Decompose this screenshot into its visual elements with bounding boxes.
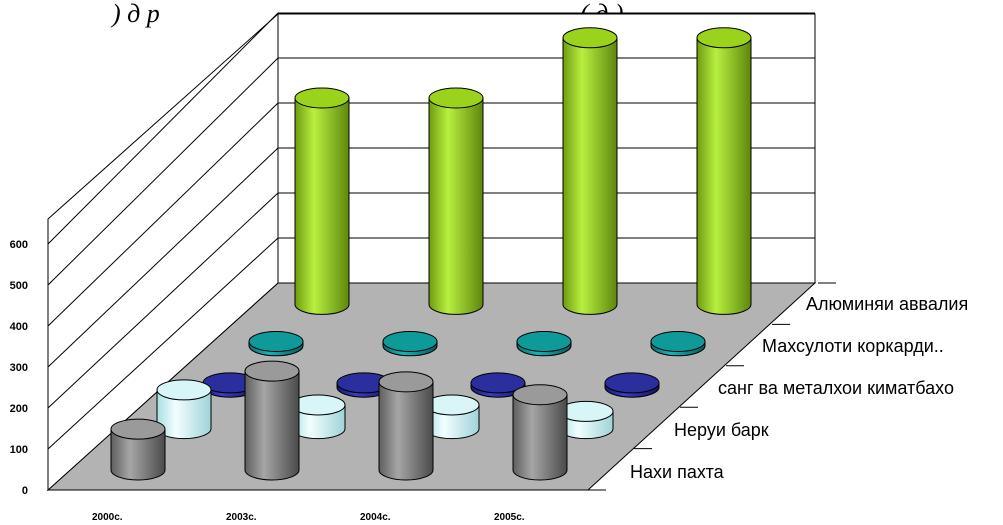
cylinder-bar	[248, 331, 304, 357]
cylinder-bar	[428, 87, 484, 315]
cylinder-bar	[244, 360, 300, 481]
cylinder-bar	[558, 400, 614, 440]
cylinder-top	[470, 372, 526, 394]
cylinder-top	[156, 379, 212, 401]
cylinder-bar	[156, 379, 212, 440]
cylinder-top	[562, 27, 618, 49]
x-tick-label: 2005с.	[494, 512, 525, 523]
cylinder-bar	[336, 372, 392, 398]
cylinder-body	[378, 381, 434, 481]
cylinder-bar	[382, 331, 438, 357]
cylinder-bar	[516, 331, 572, 357]
chart-marks	[110, 27, 752, 481]
cylinder-top	[294, 87, 350, 109]
series-label: санг ва металхои киматбахо	[718, 378, 954, 398]
cylinder-bar	[650, 331, 706, 357]
y-tick-label: 600	[10, 239, 28, 251]
cylinder-top	[512, 384, 568, 406]
cylinder-top	[696, 27, 752, 49]
series-label: Неруи барк	[674, 420, 769, 440]
series-labels: Нахи пахта Неруи барк санг ва металхои ким…	[630, 294, 968, 482]
cylinder-body	[110, 428, 166, 481]
cylinder-top	[428, 87, 484, 109]
cylinder-top	[382, 331, 438, 352]
x-tick-label: 2003с.	[226, 512, 257, 523]
side-wall	[47, 12, 279, 492]
cylinder-body	[244, 370, 300, 481]
chart-title-left: ) д р	[110, 0, 160, 28]
series-label: Махсулоти коркарди..	[762, 336, 944, 356]
cylinder-top	[378, 371, 434, 393]
gridline-side	[47, 12, 279, 245]
cylinder-bar	[696, 27, 752, 315]
x-axis-ticks: 2000с. 2003с. 2004с. 2005с.	[92, 512, 525, 523]
y-tick-label: 500	[10, 280, 28, 292]
cylinder-body	[512, 394, 568, 481]
series-label: Нахи пахта	[630, 462, 725, 482]
cylinder-body	[294, 97, 350, 315]
cylinder-top	[248, 331, 304, 352]
y-tick-label: 0	[22, 485, 28, 497]
cylinder-bar	[378, 371, 434, 481]
y-tick-label: 100	[10, 444, 28, 456]
cylinder-top	[516, 331, 572, 352]
cylinder-bar	[512, 384, 568, 481]
gridline-side	[47, 237, 279, 450]
cylinder-body	[428, 97, 484, 315]
y-tick-label: 200	[10, 403, 28, 415]
cylinder-bar	[562, 27, 618, 315]
y-tick-label: 400	[10, 321, 28, 333]
cylinder-bar	[290, 394, 346, 440]
cylinder-body	[562, 37, 618, 315]
gridline-side	[47, 147, 279, 368]
cylinder-bar	[424, 394, 480, 440]
cylinder-top	[604, 372, 660, 394]
cylinder-bar	[110, 418, 166, 481]
gridline-side	[47, 57, 279, 286]
gridline-side	[47, 192, 279, 409]
cylinder-top	[110, 418, 166, 440]
cylinder-top	[244, 360, 300, 382]
gridline-side	[47, 102, 279, 327]
floor-edge-lines	[588, 282, 836, 491]
x-tick-label: 2004с.	[360, 512, 391, 523]
cylinder-top	[650, 331, 706, 352]
cylinder-bar	[604, 372, 660, 398]
cylinder-body	[696, 37, 752, 315]
x-tick-label: 2000с.	[92, 512, 123, 523]
cylinder-bar	[294, 87, 350, 315]
cylinder-bar	[470, 372, 526, 398]
y-axis-ticks: 0 100 200 300 400 500 600	[10, 239, 28, 497]
series-label: Алюминяи аввалия	[806, 294, 968, 314]
y-tick-label: 300	[10, 362, 28, 374]
